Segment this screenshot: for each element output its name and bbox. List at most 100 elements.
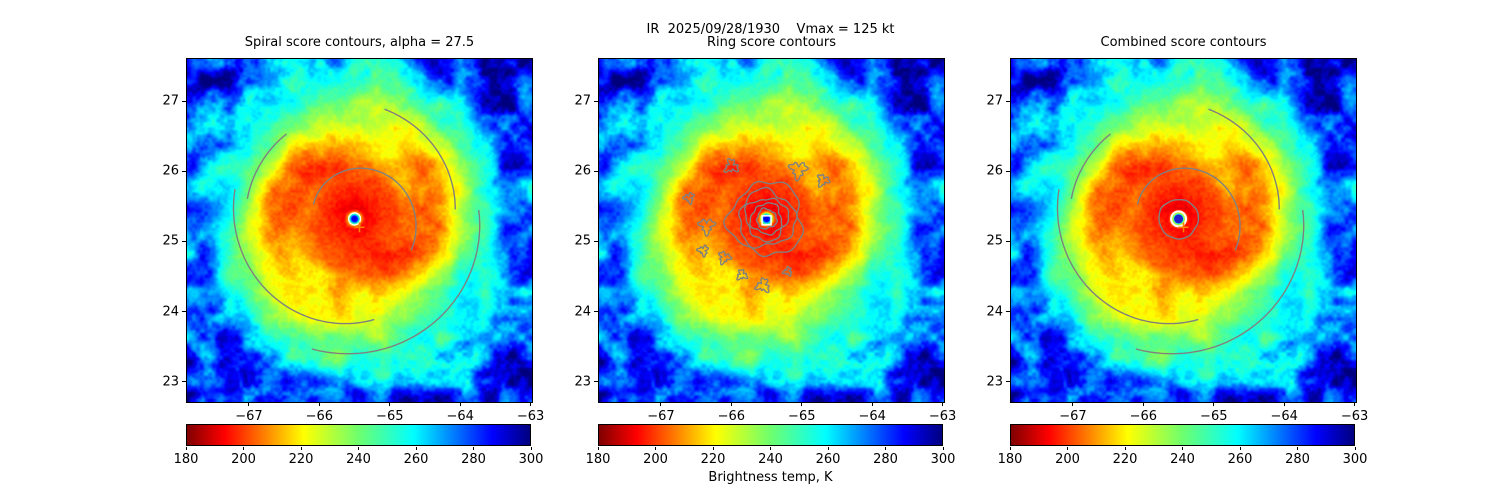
x-axis-tick [730, 402, 732, 406]
center-circle-marker [347, 212, 362, 226]
contour-line [246, 133, 287, 199]
colorbar-tick [712, 447, 714, 450]
contour-overlay [681, 157, 831, 294]
y-tick-label: 24 [574, 304, 591, 319]
x-tick-label: −67 [1059, 409, 1087, 424]
contour-line [816, 173, 831, 188]
contour-line [754, 277, 770, 294]
y-tick-label: 25 [986, 233, 1003, 249]
colorbar-tick [597, 447, 599, 450]
colorbar-tick [530, 447, 532, 450]
contour-line [1158, 199, 1200, 240]
x-axis-tick [459, 402, 461, 406]
panel-title-combined: Combined score contours [1100, 35, 1267, 50]
x-tick-label: −67 [647, 409, 675, 424]
contour-line [1056, 188, 1199, 325]
y-tick-label: 23 [986, 374, 1003, 390]
colorbar-tick-label: 220 [1112, 452, 1138, 467]
contour-line [738, 186, 798, 249]
y-tick-label: 25 [162, 233, 179, 249]
x-axis-tick [530, 402, 532, 406]
contour-line [744, 197, 790, 243]
colorbar-tick [358, 447, 359, 450]
contour-overlay [232, 108, 481, 355]
colorbar-tick [243, 447, 244, 450]
colorbar-tick-label: 300 [1342, 452, 1368, 467]
x-axis-tick [318, 402, 320, 406]
contour-line [232, 188, 375, 325]
colorbar-tick-label: 240 [758, 452, 783, 467]
colorbar: 180 200 220 240 260 280 300 [586, 424, 955, 467]
y-axis-tick [182, 100, 186, 102]
y-tick-label: 23 [574, 374, 591, 390]
panel-title-spiral: Spiral score contours, alpha = 27.5 [244, 35, 475, 50]
colorbar-tick-label: 300 [518, 452, 544, 467]
x-axis-tick [389, 402, 391, 406]
colorbar-tick-label: 260 [1227, 452, 1253, 467]
colorbar-gradient [598, 424, 943, 446]
colorbar-tick [770, 447, 771, 450]
x-axis-tick [942, 402, 944, 406]
colorbar-tick [1354, 447, 1356, 450]
contour-line [717, 250, 733, 266]
contour-line [755, 207, 778, 230]
colorbar-tick-label: 180 [997, 452, 1023, 467]
contour-line [723, 180, 805, 258]
x-tick-label: −65 [376, 409, 404, 424]
colorbar-tick [885, 447, 886, 450]
y-axis-tick [594, 381, 598, 383]
y-tick-label: 25 [574, 233, 591, 249]
y-tick-label: 26 [574, 163, 591, 179]
colorbar-tick [300, 447, 302, 450]
y-tick-label: 26 [986, 163, 1003, 179]
x-axis-tick [871, 402, 873, 406]
colorbar-tick [1182, 447, 1183, 450]
x-axis-tick [1283, 402, 1285, 406]
colorbar-tick-label: 200 [643, 452, 668, 467]
contour-line [723, 157, 740, 173]
y-tick-label: 27 [986, 93, 1003, 109]
x-tick-label: −63 [516, 409, 545, 424]
ir-image-canvas [599, 59, 944, 402]
colorbar-tick [1239, 447, 1241, 450]
y-tick-label: 27 [574, 93, 591, 109]
x-tick-label: −65 [788, 409, 816, 424]
colorbar-tick-label: 180 [585, 452, 611, 467]
colorbar: 180 200 220 240 260 280 300 [174, 424, 543, 467]
colorbar-tick-label: 200 [231, 452, 256, 467]
panel-ring-score: Ring score contours −67 −66 −65 −64 −63 27 26 2… [574, 35, 956, 424]
y-tick-label: 23 [162, 374, 179, 390]
y-axis-tick [1006, 240, 1010, 242]
contour-line [384, 108, 456, 210]
y-axis-tick [182, 170, 186, 172]
colorbar: 180 200 220 240 260 280 300 [998, 424, 1367, 467]
center-square-marker [761, 215, 772, 226]
colorbar-tick [1297, 447, 1298, 450]
x-tick-label: −63 [928, 409, 957, 424]
x-axis-tick [1072, 402, 1074, 406]
y-axis-tick [1006, 100, 1010, 102]
center-dot-marker [1174, 214, 1184, 224]
x-axis-tick [1213, 402, 1215, 406]
x-axis-tick [1142, 402, 1144, 406]
x-axis-tick [248, 402, 250, 406]
panel-combined-score: Combined score contours −67 −66 −65 −64 −63 2… [986, 35, 1368, 424]
contour-line [736, 268, 749, 281]
x-tick-label: −64 [446, 409, 474, 424]
x-tick-label: −66 [717, 409, 746, 424]
y-axis-tick [182, 381, 186, 383]
contour-line [311, 209, 481, 355]
x-tick-label: −67 [235, 409, 263, 424]
contour-line [681, 191, 695, 205]
y-axis-tick [182, 311, 186, 312]
x-axis-tick [801, 402, 803, 406]
colorbar-tick-label: 220 [700, 452, 726, 467]
x-axis-tick [1354, 402, 1356, 406]
colorbar-tick-label: 220 [288, 452, 314, 467]
colorbar-tick-label: 280 [461, 452, 486, 467]
x-tick-label: −64 [1270, 409, 1298, 424]
colorbar-tick-label: 240 [346, 452, 371, 467]
y-tick-label: 24 [986, 304, 1003, 319]
colorbar-tick [1009, 447, 1011, 450]
